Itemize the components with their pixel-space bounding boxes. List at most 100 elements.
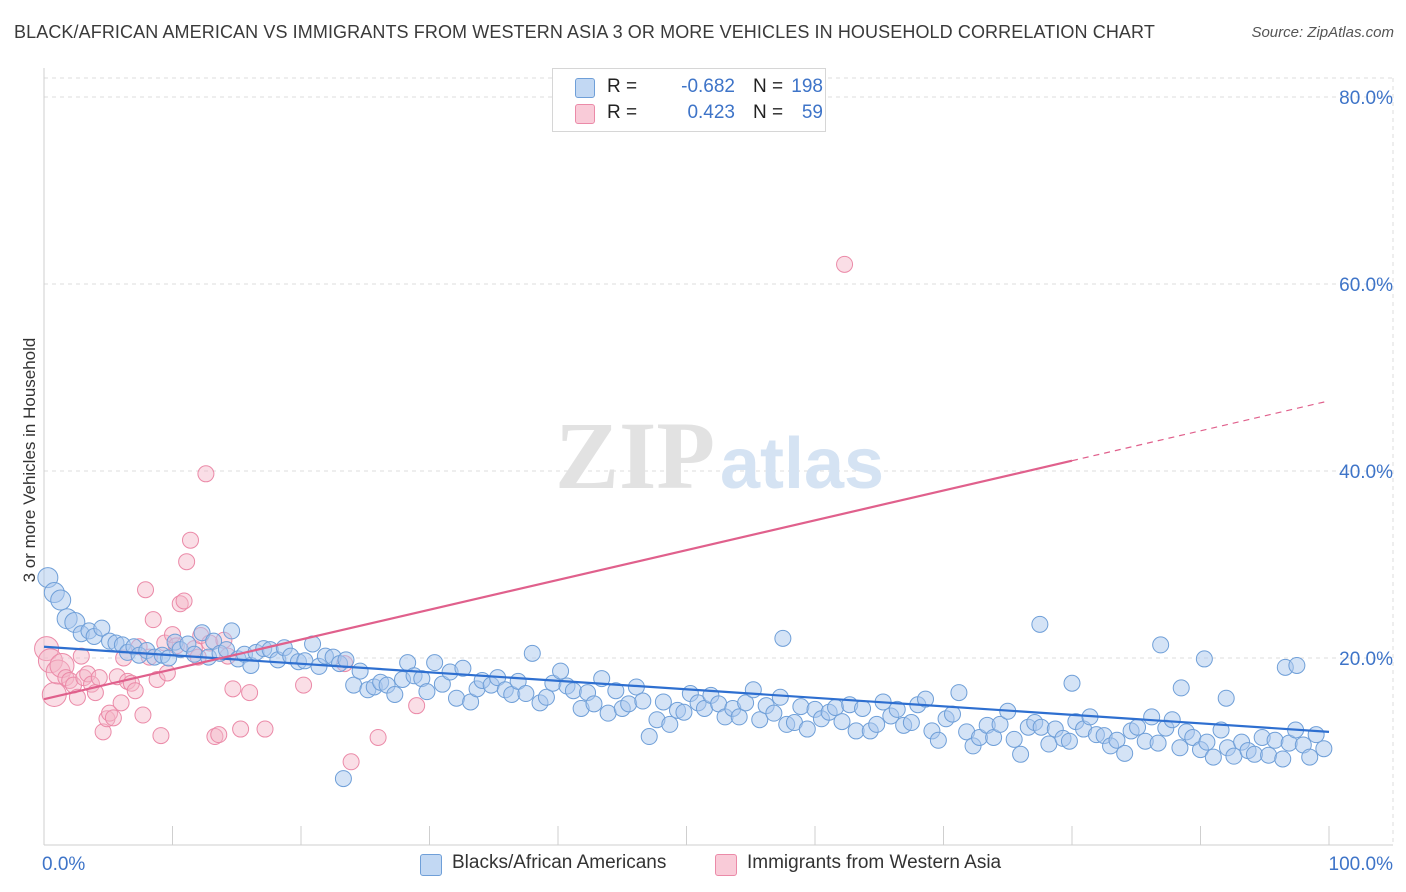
point-blacks xyxy=(1116,744,1134,762)
point-blacks xyxy=(1040,735,1058,753)
point-western-asia xyxy=(342,753,360,771)
point-western-asia xyxy=(232,720,250,738)
point-blacks xyxy=(1288,656,1306,674)
point-blacks xyxy=(1143,708,1161,726)
point-blacks xyxy=(564,682,582,700)
point-blacks xyxy=(1315,740,1333,758)
legend-label-blacks: Blacks/African Americans xyxy=(452,852,667,873)
watermark: ZIP atlas xyxy=(555,402,884,509)
point-western-asia xyxy=(148,671,166,689)
point-western-asia xyxy=(158,664,176,682)
point-blacks xyxy=(640,728,658,746)
point-western-asia xyxy=(137,581,155,599)
point-blacks xyxy=(774,629,792,647)
point-blacks xyxy=(888,700,906,718)
point-blacks xyxy=(661,715,679,733)
point-western-asia xyxy=(94,723,112,741)
legend-n-value-blue: 198 xyxy=(791,76,823,97)
y-tick-label: 40.0% xyxy=(1339,462,1393,483)
point-western-asia xyxy=(224,680,242,698)
point-blacks xyxy=(1195,650,1213,668)
point-western-asia xyxy=(175,592,193,610)
legend-r-value-blue: -0.682 xyxy=(681,76,735,97)
point-blacks xyxy=(868,715,886,733)
point-western-asia xyxy=(126,682,144,700)
point-blacks xyxy=(351,662,369,680)
point-blacks xyxy=(771,688,789,706)
y-tick-label: 20.0% xyxy=(1339,649,1393,670)
point-blacks xyxy=(1198,733,1216,751)
point-blacks xyxy=(744,681,762,699)
legend-swatch-blacks xyxy=(420,854,442,876)
point-blacks xyxy=(1171,739,1189,757)
trendline-western-asia-extension xyxy=(1071,400,1330,462)
legend-n-label: N = xyxy=(753,76,784,97)
point-blacks xyxy=(585,695,603,713)
point-blacks xyxy=(1031,615,1049,633)
tick-labels: 20.0% 40.0% 60.0% 80.0% 0.0% 100.0% xyxy=(42,88,1393,875)
point-blacks xyxy=(902,714,920,732)
source-label: Source: ZipAtlas.com xyxy=(1251,24,1394,41)
point-blacks xyxy=(991,715,1009,733)
point-blacks xyxy=(1063,674,1081,692)
point-blacks xyxy=(1307,726,1325,744)
point-blacks xyxy=(1217,689,1235,707)
point-blacks xyxy=(854,699,872,717)
point-blacks xyxy=(1032,718,1050,736)
point-blacks xyxy=(223,622,241,640)
point-blacks xyxy=(950,684,968,702)
point-blacks xyxy=(737,694,755,712)
point-western-asia xyxy=(144,611,162,629)
legend-n-label: N = xyxy=(753,102,784,123)
point-blacks xyxy=(447,689,465,707)
y-tick-label: 80.0% xyxy=(1339,88,1393,109)
point-western-asia xyxy=(241,684,259,702)
point-blacks xyxy=(1245,745,1263,763)
point-blacks xyxy=(929,731,947,749)
point-blacks xyxy=(1274,750,1292,768)
correlation-legend: R = -0.682 N = 198 R = 0.423 N = 59 xyxy=(552,68,826,132)
legend-r-value-pink: 0.423 xyxy=(687,102,735,123)
point-blacks xyxy=(537,688,555,706)
point-blacks xyxy=(523,644,541,662)
x-tick-label: 100.0% xyxy=(1329,854,1394,875)
point-blacks xyxy=(185,645,203,663)
watermark-zip: ZIP xyxy=(555,402,715,509)
point-blacks xyxy=(426,654,444,672)
point-western-asia xyxy=(408,697,426,715)
point-blacks xyxy=(1149,734,1167,752)
legend-swatch-western-asia xyxy=(715,854,737,876)
trendline-western-asia xyxy=(43,459,1073,701)
point-blacks xyxy=(1172,679,1190,697)
point-western-asia xyxy=(90,669,108,687)
point-western-asia xyxy=(112,694,130,712)
point-western-asia xyxy=(295,676,313,694)
point-blacks xyxy=(1163,711,1181,729)
point-blacks xyxy=(334,770,352,788)
point-blacks xyxy=(1005,730,1023,748)
blue-points xyxy=(37,567,1333,788)
legend-swatch-blue xyxy=(575,78,595,98)
point-blacks xyxy=(1260,746,1278,764)
point-blacks xyxy=(433,675,451,693)
legend-n-value-pink: 59 xyxy=(801,102,823,123)
point-blacks xyxy=(917,690,935,708)
point-blacks xyxy=(1060,732,1078,750)
point-blacks xyxy=(517,685,535,703)
legend-r-label: R = xyxy=(607,76,638,97)
point-blacks xyxy=(792,698,810,716)
legend-label-western-asia: Immigrants from Western Asia xyxy=(747,852,1002,873)
point-western-asia xyxy=(197,465,215,483)
legend-swatch-pink xyxy=(575,104,595,124)
point-blacks xyxy=(1108,731,1126,749)
point-blacks xyxy=(418,683,436,701)
axes xyxy=(43,68,1393,846)
point-blacks xyxy=(552,662,570,680)
point-blacks xyxy=(386,685,404,703)
point-blacks xyxy=(751,711,769,729)
point-western-asia xyxy=(72,647,90,665)
point-western-asia xyxy=(181,531,199,549)
point-blacks xyxy=(654,693,672,711)
point-western-asia xyxy=(256,720,274,738)
